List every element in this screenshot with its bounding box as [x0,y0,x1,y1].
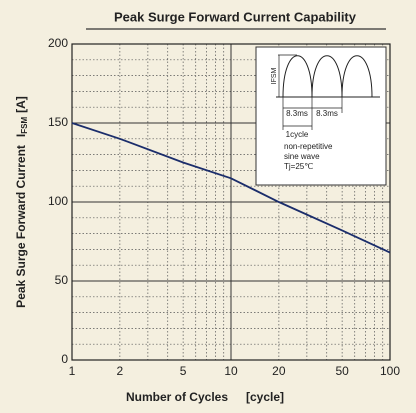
waveform [276,55,380,98]
plot-frame [71,43,391,361]
note: Tj=25℃ [284,162,313,171]
x-label-unit: [cycle] [246,390,284,404]
x-label-text: Number of Cycles [126,390,228,404]
note: non-repetitive [284,142,333,151]
y-axis-label: Peak Surge Forward Current IFSM [A] [14,96,29,308]
y-tick-label: 0 [61,352,68,366]
ifsm-label: IFSM [271,67,278,84]
note: sine wave [284,152,320,161]
x-tick-label: 20 [272,364,286,378]
inset-box [255,46,387,186]
y-tick-label: 50 [55,273,69,287]
y-tick-label: 200 [48,36,68,50]
x-tick-label: 2 [117,364,124,378]
inset: IFSM 8.3ms 8.3ms 1cycle non-repetitive s… [255,46,387,186]
y-label-symbol: I [14,134,28,137]
period-label: 8.3ms [286,109,308,118]
y-tick-label: 150 [48,115,68,129]
x-tick-label: 100 [380,364,400,378]
cycle-label: 1cycle [286,130,309,139]
x-tick-label: 1 [69,364,76,378]
chart-title: Peak Surge Forward Current Capability [114,9,357,24]
y-label-sub: FSM [20,117,29,134]
plot [71,122,391,254]
x-tick-label: 50 [335,364,349,378]
y-label-text: Peak Surge Forward Current [14,145,28,308]
grid [71,43,391,361]
x-tick-label: 5 [180,364,187,378]
y-label-unit: [A] [14,96,28,113]
y-tick-label: 100 [48,194,68,208]
series-line [71,122,391,254]
x-axis-label: Number of Cycles [cycle] [126,390,284,404]
period-label: 8.3ms [316,109,338,118]
x-tick-label: 10 [224,364,238,378]
